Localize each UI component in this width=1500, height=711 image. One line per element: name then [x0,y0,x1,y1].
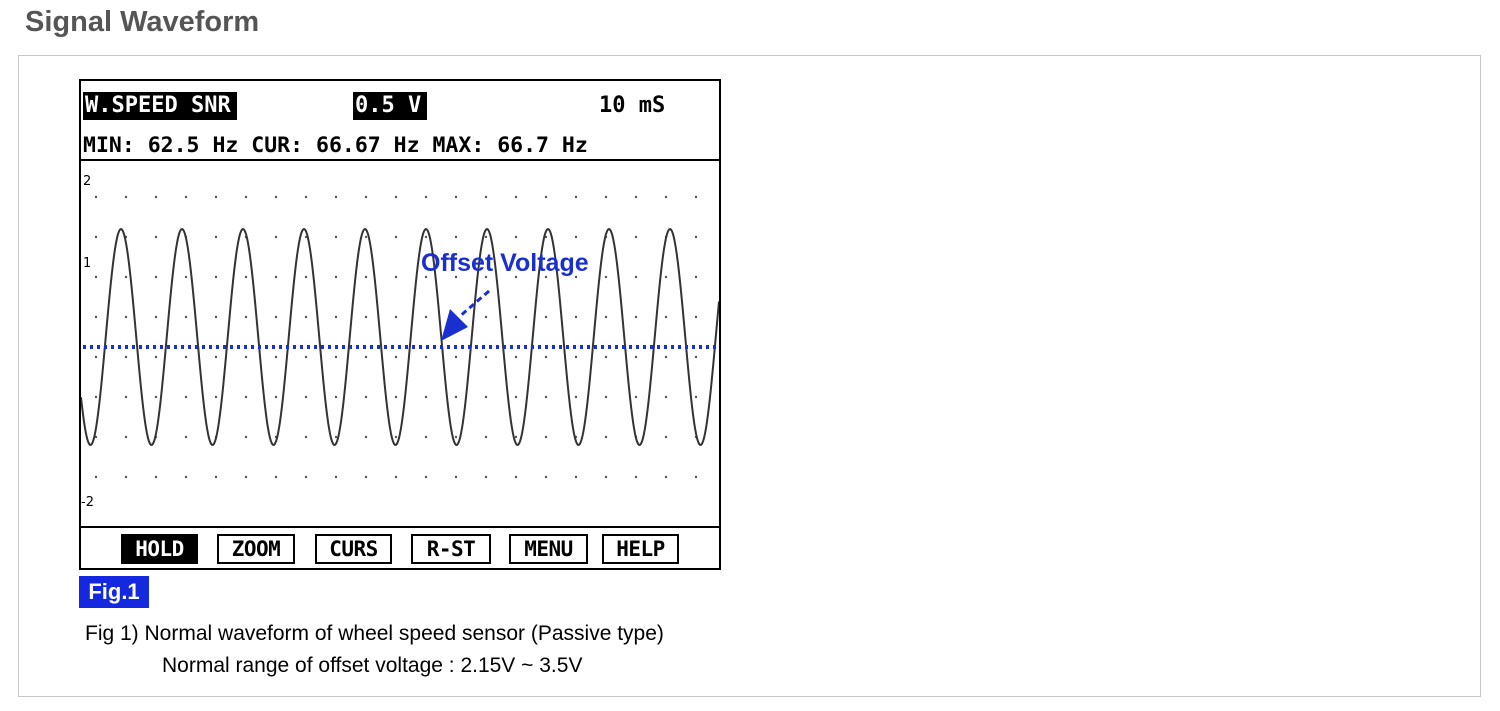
figure-box: W.SPEED SNR 0.5 V 10 mS MIN: 62.5 Hz CUR… [18,55,1481,697]
annotation-arrow-line [458,289,490,319]
softkey-zoom[interactable]: ZOOM [217,534,295,564]
volt-div-readout: 0.5 V [353,92,428,120]
y-label-mid: 1 [83,256,91,271]
grid-dots [94,195,698,479]
y-label-top: 2 [83,174,91,189]
sine-waveform [81,227,719,446]
softkey-help[interactable]: HELP [602,534,679,564]
offset-voltage-label: Offset Voltage [421,249,589,277]
scope-header: W.SPEED SNR 0.5 V 10 mS MIN: 62.5 Hz CUR… [81,81,719,161]
time-div-readout: 10 mS [599,93,666,118]
section-title: Signal Waveform [25,6,260,38]
waveform-plot: 2 1 -2 Offset Voltage [81,174,719,510]
channel-label: W.SPEED SNR [83,92,237,120]
softkey-curs[interactable]: CURS [315,534,392,564]
softkey-hold[interactable]: HOLD [121,534,198,564]
softkey-rst[interactable]: R-ST [411,534,491,564]
oscilloscope-screen: W.SPEED SNR 0.5 V 10 mS MIN: 62.5 Hz CUR… [79,79,721,570]
caption-line-1: Fig 1) Normal waveform of wheel speed se… [85,622,664,645]
y-label-bottom: -2 [81,495,94,510]
frequency-stats: MIN: 62.5 Hz CUR: 66.67 Hz MAX: 66.7 Hz [83,133,588,158]
annotation-arrow-head [441,309,468,341]
figure-badge: Fig.1 [79,576,149,608]
softkey-bar: HOLD ZOOM CURS R-ST MENU HELP [81,526,719,568]
softkey-menu[interactable]: MENU [509,534,588,564]
caption-line-2: Normal range of offset voltage : 2.15V ~… [162,654,583,677]
